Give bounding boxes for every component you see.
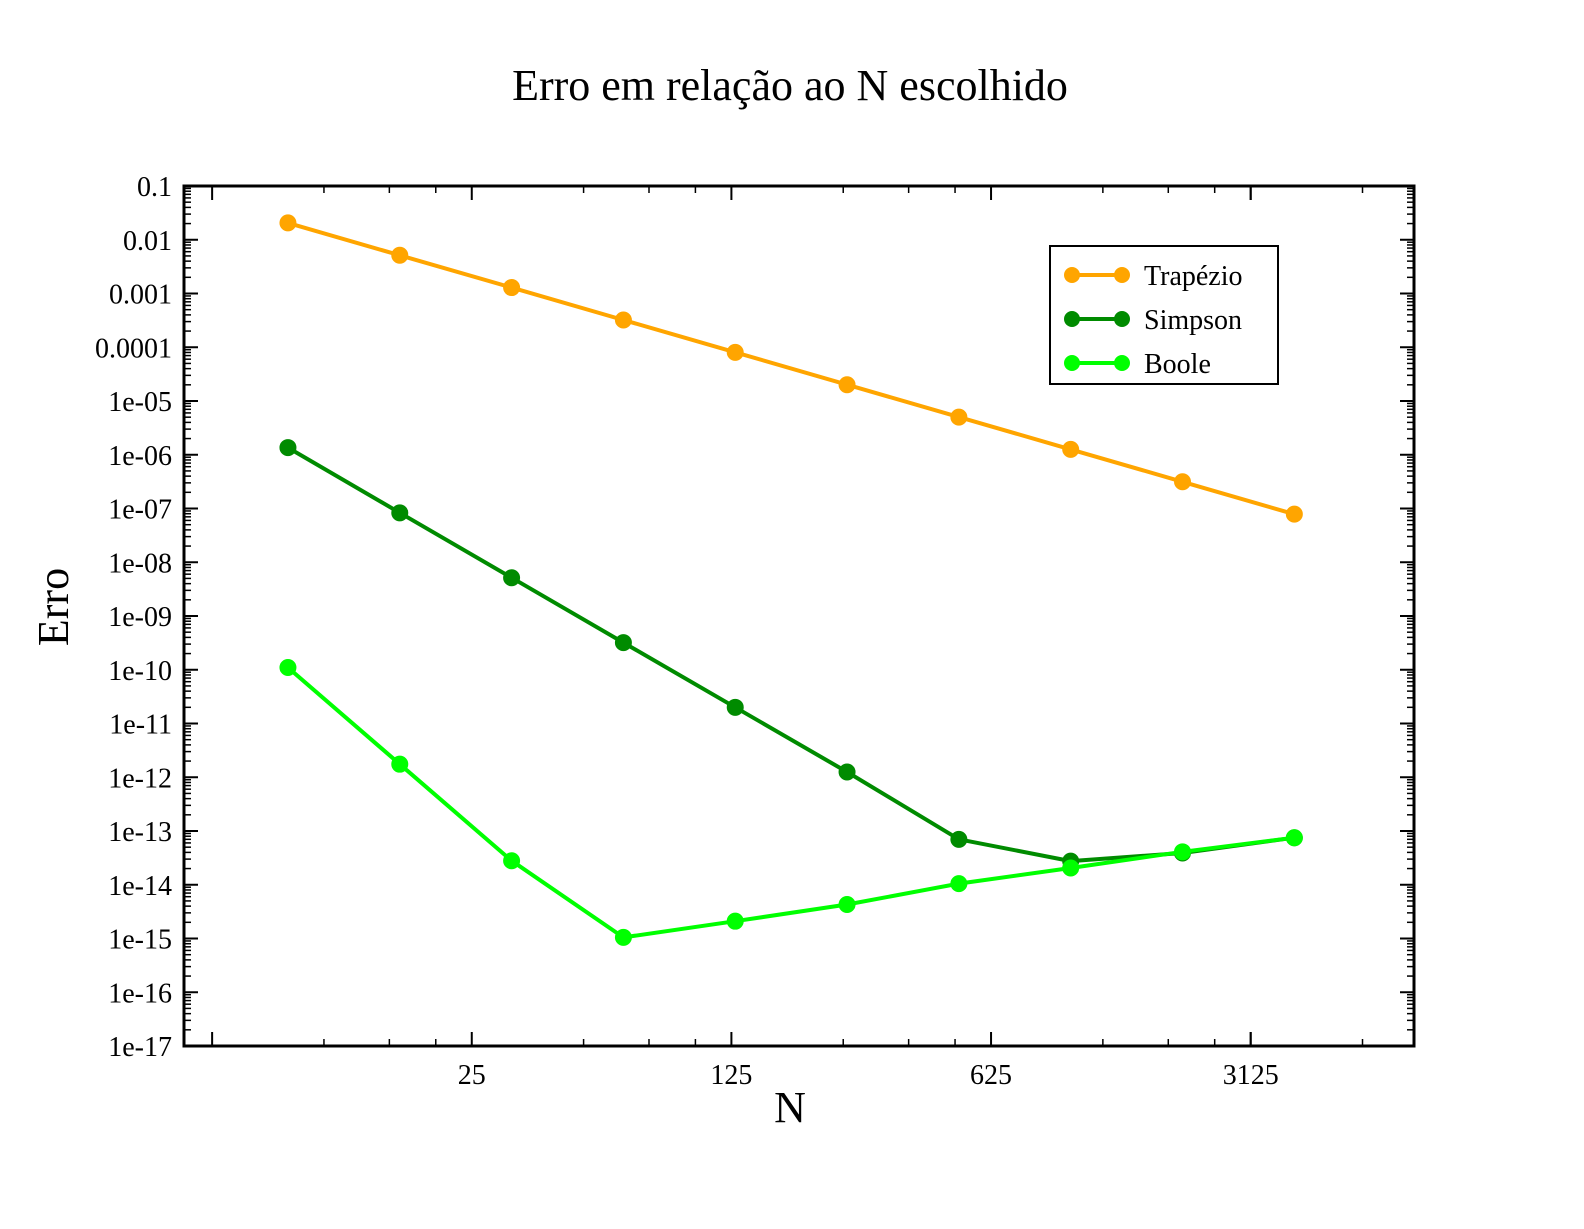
plot-frame [182, 184, 1416, 1048]
data-point [614, 311, 632, 329]
data-point [1285, 505, 1303, 523]
data-point [391, 755, 409, 773]
data-point [614, 928, 632, 946]
legend: Trapézio Simpson Boole [1049, 245, 1279, 385]
y-tick-label: 1e-10 [108, 656, 172, 687]
data-point [503, 279, 521, 297]
legend-swatch-marker [1064, 311, 1080, 327]
axes-layer: 0.1 0.01 0.001 0.0001 1e-05 1e-06 1e-07 1e-08 1e… [95, 172, 1414, 1091]
y-tick-label: 1e-13 [108, 817, 172, 848]
data-point [391, 246, 409, 264]
legend-swatch-marker [1114, 355, 1130, 371]
y-tick-label: 1e-14 [108, 871, 172, 902]
data-point [279, 659, 297, 677]
y-tick-label: 1e-08 [108, 548, 172, 579]
y-tick-label: 1e-06 [108, 441, 172, 472]
y-tick-label: 1e-11 [109, 710, 172, 741]
legend-label: Boole [1144, 349, 1211, 380]
data-point [279, 214, 297, 232]
series-trapezio [279, 214, 1303, 523]
x-axis-label: N [774, 1083, 806, 1132]
data-point [726, 698, 744, 716]
legend-label: Trapézio [1144, 261, 1243, 292]
y-tick-label: 1e-09 [108, 602, 172, 633]
y-tick-label: 1e-16 [108, 978, 172, 1009]
series-simpson [279, 439, 1303, 870]
x-tick-label: 25 [458, 1060, 486, 1091]
y-tick-label: 0.1 [137, 172, 172, 203]
y-tick-label: 1e-17 [108, 1032, 172, 1063]
data-point [838, 763, 856, 781]
legend-label: Simpson [1144, 305, 1242, 336]
legend-item: Boole [1064, 349, 1211, 380]
data-point [1174, 843, 1192, 861]
y-tick-label: 1e-05 [108, 387, 172, 418]
chart-title: Erro em relação ao N escolhido [512, 61, 1068, 110]
y-tick-label: 0.0001 [95, 333, 172, 364]
x-tick-label: 3125 [1223, 1060, 1279, 1091]
series-line-simpson [286, 445, 1295, 864]
legend-swatch-marker [1114, 267, 1130, 283]
series-line-trapezio [287, 220, 1295, 517]
legend-swatch-marker [1114, 311, 1130, 327]
data-point [726, 343, 744, 361]
data-point [503, 852, 521, 870]
series-layer [279, 214, 1303, 946]
series-boole [279, 659, 1303, 946]
x-tick-label: 125 [710, 1060, 752, 1091]
data-point [503, 569, 521, 587]
data-point [1285, 829, 1303, 847]
legend-item: Trapézio [1064, 261, 1243, 292]
data-point [726, 912, 744, 930]
data-point [614, 634, 632, 652]
y-tick-label: 1e-15 [108, 925, 172, 956]
y-axis-label: Erro [29, 568, 78, 646]
y-tick-label: 1e-12 [108, 763, 172, 794]
x-tick-label: 625 [970, 1060, 1012, 1091]
data-point [838, 895, 856, 913]
y-tick-label: 0.001 [109, 280, 172, 311]
data-point [838, 376, 856, 394]
y-tick-label: 0.01 [123, 226, 172, 257]
data-point [391, 504, 409, 522]
data-point [279, 439, 297, 457]
y-tick-label: 1e-07 [108, 495, 172, 526]
series-line-boole [286, 665, 1295, 940]
legend-item: Simpson [1064, 305, 1242, 336]
data-point [1062, 440, 1080, 458]
legend-swatch-marker [1064, 267, 1080, 283]
data-point [950, 830, 968, 848]
data-point [1174, 473, 1192, 491]
data-point [950, 875, 968, 893]
data-point [1062, 859, 1080, 877]
legend-swatch-marker [1064, 355, 1080, 371]
data-point [950, 408, 968, 426]
